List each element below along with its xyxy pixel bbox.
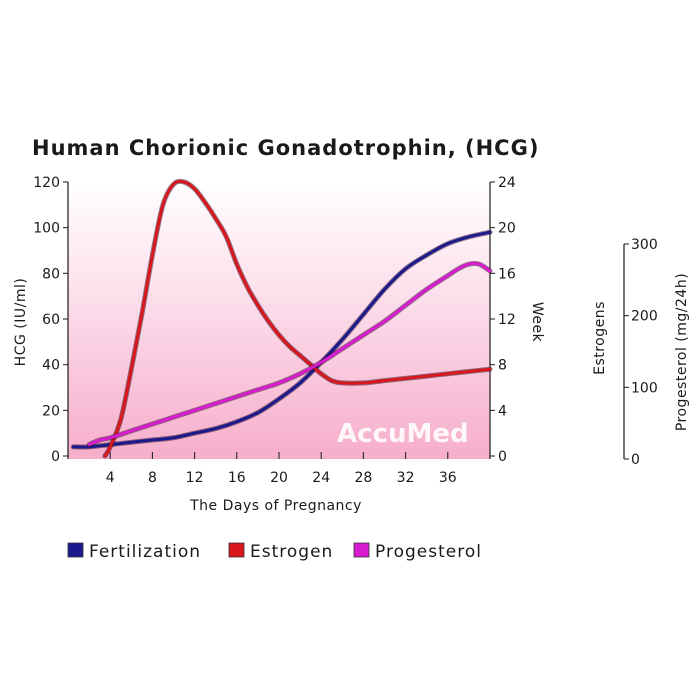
y2-tick-label: 12 [498, 312, 516, 328]
series-line-fertilization [71, 230, 492, 449]
y2-tick-label: 20 [498, 221, 516, 237]
x-tick-label: 32 [397, 470, 415, 486]
y2-tick-label: 24 [498, 175, 516, 191]
y2-tick-label: 16 [498, 266, 516, 282]
y-tick-label: 120 [33, 175, 60, 191]
watermark: AccuMed [337, 419, 469, 449]
y-tick-label: 0 [51, 449, 60, 465]
series-lines [70, 178, 493, 459]
y2-tick-label: 8 [498, 358, 507, 374]
x-tick-label: 16 [228, 470, 246, 486]
estrogens-axis-label: Estrogens [592, 301, 608, 375]
x-tick-label: 36 [439, 470, 457, 486]
x-tick-label: 24 [312, 470, 330, 486]
y3-tick-label: 100 [631, 380, 658, 396]
y-tick-label: 100 [33, 221, 60, 237]
x-tick-label: 28 [354, 470, 372, 486]
y-tick-label: 60 [42, 312, 60, 328]
y2-axis-label: Week [529, 302, 545, 343]
y-axis-label: HCG (IU/ml) [13, 278, 29, 367]
x-tick-label: 12 [186, 470, 204, 486]
y-tick-label: 80 [42, 266, 60, 282]
y2-tick-label: 4 [498, 403, 507, 419]
legend-swatch-progesterol [353, 542, 370, 558]
legend-swatch-fertilization [67, 542, 84, 558]
x-tick-label: 4 [106, 470, 115, 486]
y3-tick-label: 200 [631, 309, 658, 325]
legend-label-progesterol: Progesterol [375, 542, 482, 562]
progesterol-axis-label: Progesterol (mg/24h) [674, 273, 690, 431]
legend-swatch-estrogen [228, 542, 245, 558]
legend: Fertilization Estrogen Progesterol [67, 542, 482, 562]
plot-background [68, 182, 490, 459]
axes [63, 181, 629, 460]
x-tick-label: 20 [270, 470, 288, 486]
series-line-progesterol [87, 261, 492, 447]
y-tick-label: 40 [42, 358, 60, 374]
x-axis-label: The Days of Pregnancy [189, 498, 362, 514]
y-tick-label: 20 [42, 403, 60, 419]
x-tick-label: 8 [148, 470, 157, 486]
legend-label-estrogen: Estrogen [250, 542, 333, 562]
chart-title: Human Chorionic Gonadotrophin, (HCG) [32, 136, 539, 160]
tick-labels: 0 20 40 60 80 100 120 0 4 8 12 16 20 24 0 100 200 300 4 8 12… [33, 175, 657, 486]
series-line-estrogen [103, 179, 492, 458]
y3-tick-label: 300 [631, 237, 658, 253]
y3-tick-label: 0 [631, 452, 640, 468]
legend-label-fertilization: Fertilization [89, 542, 201, 562]
y2-tick-label: 0 [498, 449, 507, 465]
